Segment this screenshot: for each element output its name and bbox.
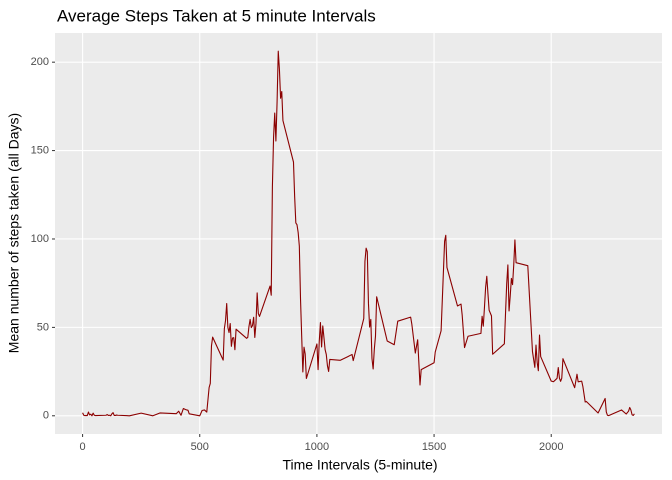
chart-title: Average Steps Taken at 5 minute Interval… (57, 6, 376, 25)
x-tick-label: 2000 (539, 441, 563, 453)
y-tick-label: 100 (31, 233, 49, 245)
y-tick-label: 150 (31, 144, 49, 156)
y-tick-label: 200 (31, 56, 49, 68)
y-tick-label: 50 (37, 321, 49, 333)
x-tick-label: 1500 (422, 441, 446, 453)
x-tick-label: 0 (80, 441, 86, 453)
x-axis-title: Time Intervals (5-minute) (282, 457, 437, 473)
x-tick-label: 500 (191, 441, 209, 453)
plot-panel (55, 33, 662, 434)
x-tick-label: 1000 (305, 441, 329, 453)
y-axis-title: Mean number of steps taken (all Days) (6, 113, 22, 353)
y-tick-label: 0 (43, 410, 49, 422)
data-line (82, 50, 635, 417)
